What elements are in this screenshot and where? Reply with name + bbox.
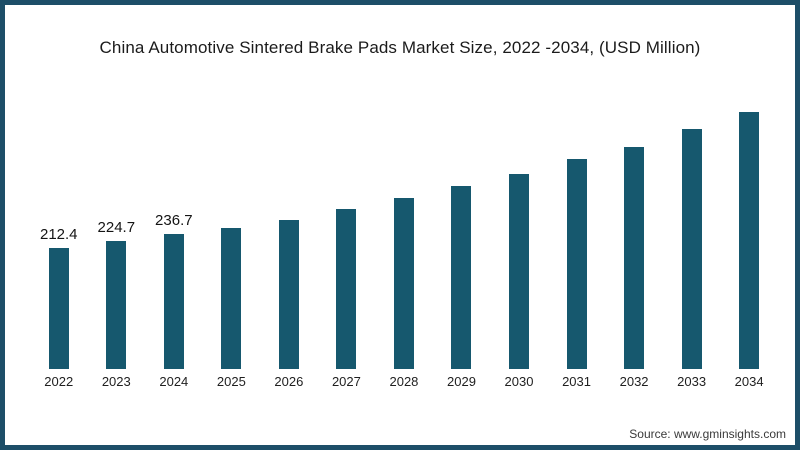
x-axis-tick-label: 2031: [562, 374, 591, 389]
bar-2026: [278, 220, 299, 369]
bar-2027: [336, 209, 357, 369]
x-axis-tick-label: 2024: [159, 374, 189, 389]
x-axis-labels: 2022 2023 2024 2025 2026 2027 2028 2029 2030 2031…: [30, 374, 778, 389]
x-axis-tick-label: 2034: [734, 374, 764, 389]
bar-column-2027: [318, 209, 376, 369]
x-axis-tick-label: 2029: [447, 374, 476, 389]
x-axis-tick-label: 2028: [389, 374, 419, 389]
bar-2028: [393, 198, 414, 369]
x-axis-tick-label: 2027: [331, 374, 361, 389]
bar-column-2026: [260, 220, 318, 369]
bar-column-2024: 236.7: [145, 212, 203, 369]
bar-column-2022: 212.4: [30, 226, 88, 369]
bar-2030: [509, 174, 530, 369]
bar-column-2032: [605, 147, 663, 369]
x-axis-tick-label: 2033: [677, 374, 707, 389]
bar-column-2028: [375, 198, 433, 369]
bar-chart-plot-area: 212.4 224.7 236.7: [30, 79, 778, 369]
bar-2022: [48, 248, 69, 369]
bar-column-2030: [490, 174, 548, 369]
bar-2032: [624, 147, 645, 369]
chart-title: China Automotive Sintered Brake Pads Mar…: [99, 38, 701, 57]
bar-column-2031: [548, 159, 606, 369]
bar-2033: [681, 129, 702, 369]
bar-2029: [451, 186, 472, 369]
source-attribution: Source: www.gminsights.com: [629, 427, 786, 441]
bar-column-2023: 224.7: [88, 219, 146, 369]
bar-2023: [106, 241, 127, 369]
bar-column-2033: [663, 129, 721, 369]
bar-column-2029: [433, 186, 491, 369]
bar-value-label: 224.7: [97, 219, 136, 236]
x-axis-tick-label: 2030: [504, 374, 534, 389]
x-axis-tick-label: 2025: [216, 374, 246, 389]
x-axis-tick-label: 2023: [101, 374, 131, 389]
bar-value-label: 236.7: [155, 212, 193, 229]
bar-2024: [163, 234, 184, 369]
bar-value-label: 212.4: [39, 226, 78, 243]
x-axis-tick-label: 2026: [274, 374, 304, 389]
bar-column-2025: [203, 228, 261, 369]
bar-column-2034: [720, 112, 778, 369]
bar-2034: [739, 112, 760, 369]
x-axis-tick-label: 2022: [44, 374, 74, 389]
bar-2025: [221, 228, 242, 369]
bar-2031: [566, 159, 587, 369]
x-axis-tick-label: 2032: [619, 374, 649, 389]
